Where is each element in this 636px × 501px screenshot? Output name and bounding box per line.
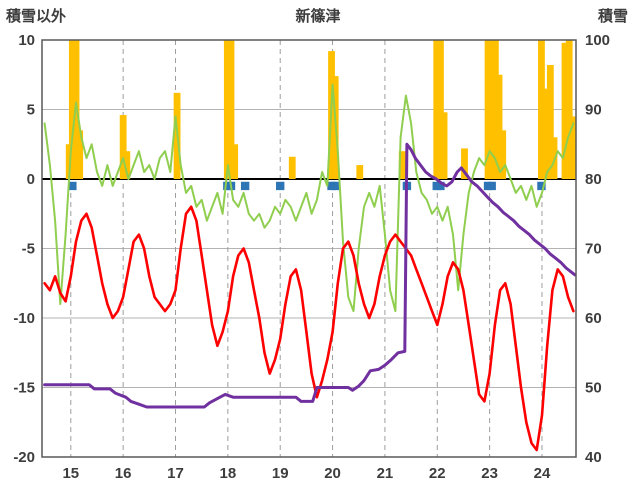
- bar-orange-bars: [546, 65, 554, 179]
- purple-line: [43, 142, 576, 409]
- left-axis-tick: -5: [22, 241, 35, 258]
- x-axis-tick: 24: [534, 465, 551, 482]
- left-axis-tick: 10: [18, 32, 35, 49]
- bar-orange-bars: [437, 40, 444, 180]
- bar-orange-bars: [495, 74, 503, 179]
- chart-title: 新篠津: [295, 8, 341, 25]
- bar-orange-bars: [356, 165, 364, 179]
- bar-orange-bars: [227, 40, 235, 180]
- bar-orange-bars: [491, 40, 499, 180]
- plot-frame: [41, 39, 577, 458]
- bar-orange-bars: [488, 40, 496, 180]
- right-axis-tick: 80: [585, 171, 602, 188]
- x-axis-tick: 22: [429, 465, 446, 482]
- x-axis-tick: 15: [62, 465, 79, 482]
- bar-orange-bars: [68, 40, 76, 180]
- left-axis-title: 積雪以外: [6, 8, 67, 25]
- bar-blue-marks: [487, 181, 496, 191]
- bar-orange-bars: [484, 40, 492, 180]
- left-axis-tick: -15: [13, 380, 35, 397]
- right-axis-title: 積雪: [597, 8, 628, 25]
- x-axis-tick: 16: [115, 465, 132, 482]
- bar-orange-bars: [461, 148, 468, 179]
- bar-orange-bars: [231, 144, 239, 179]
- left-axis-tick: -20: [13, 449, 35, 466]
- bar-orange-bars: [440, 112, 448, 179]
- right-axis-tick: 70: [585, 241, 602, 258]
- right-axis-tick: 40: [585, 449, 602, 466]
- bar-blue-marks: [276, 181, 285, 191]
- bar-blue-marks: [436, 181, 445, 191]
- x-axis-tick: 23: [481, 465, 498, 482]
- right-axis-tick: 100: [585, 32, 610, 49]
- bar-orange-bars: [568, 116, 576, 179]
- bar-orange-bars: [123, 151, 131, 179]
- x-axis-tick: 20: [324, 465, 341, 482]
- bar-orange-bars: [288, 156, 296, 179]
- x-axis-tick: 17: [167, 465, 184, 482]
- bar-blue-marks: [68, 181, 77, 191]
- bar-orange-bars: [76, 130, 84, 179]
- x-axis-tick: 18: [220, 465, 237, 482]
- x-axis-tick: 21: [377, 465, 394, 482]
- right-axis-tick: 60: [585, 310, 602, 327]
- left-axis-tick: 0: [27, 171, 35, 188]
- bar-orange-bars: [541, 88, 549, 179]
- bar-orange-bars: [499, 130, 507, 179]
- bar-orange-bars: [398, 151, 406, 179]
- right-axis-tick: 90: [585, 102, 602, 119]
- bar-blue-marks: [330, 181, 340, 191]
- red-line: [43, 205, 575, 452]
- x-axis-tick: 19: [272, 465, 289, 482]
- left-axis-tick: -10: [13, 310, 35, 327]
- right-axis-tick: 50: [585, 380, 602, 397]
- left-axis-tick: 5: [27, 102, 35, 119]
- bar-blue-marks: [240, 181, 250, 191]
- bar-blue-marks: [537, 181, 546, 191]
- bar-orange-bars: [119, 115, 127, 179]
- bar-orange-bars: [223, 40, 231, 180]
- bar-orange-bars: [561, 42, 569, 179]
- green-line: [43, 83, 575, 313]
- bar-orange-bars: [565, 40, 573, 180]
- bar-orange-bars: [538, 40, 545, 180]
- bar-orange-bars: [433, 40, 441, 180]
